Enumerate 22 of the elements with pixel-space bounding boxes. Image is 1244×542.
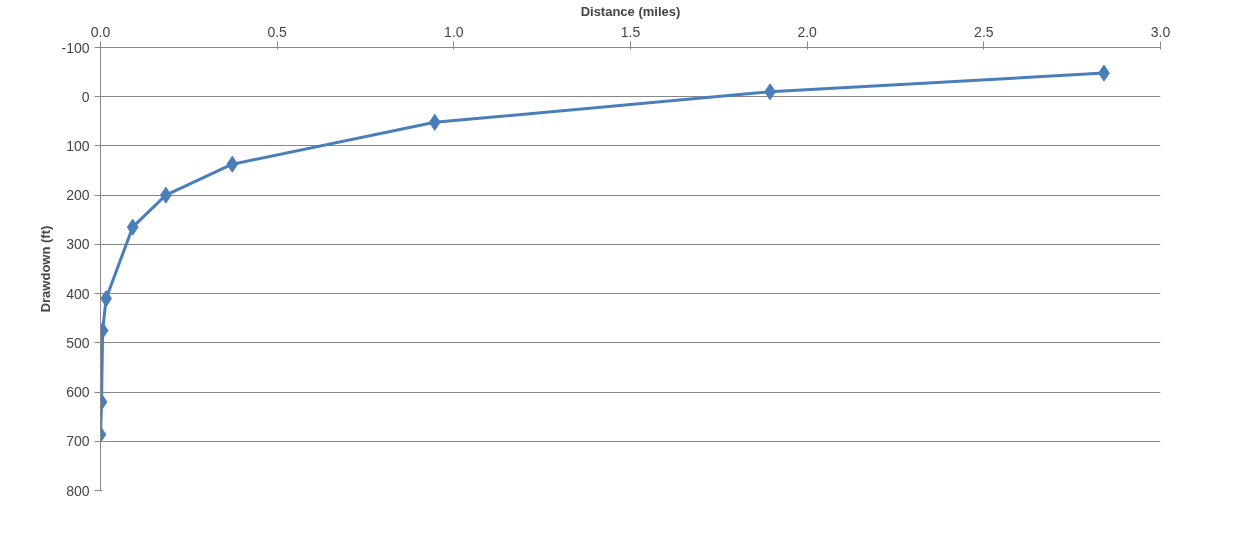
y-tick-label: 300 [66, 236, 90, 253]
x-tick-label: 2.0 [797, 23, 818, 40]
x-axis-title: Distance (miles) [580, 3, 681, 19]
x-tick-label: 0.0 [90, 23, 111, 40]
y-tick-label: -100 [61, 39, 90, 56]
point [126, 218, 139, 236]
x-tick-label: 1.5 [620, 23, 641, 40]
y-tick-label: 500 [66, 334, 90, 351]
y-tick-label: 700 [66, 433, 90, 450]
y-tick-label: 200 [66, 187, 90, 204]
y-tick-label: 400 [66, 285, 90, 302]
point [226, 155, 239, 173]
point [428, 113, 441, 131]
y-axis-title: Drawdown (ft) [38, 225, 54, 313]
x-tick-label: 0.5 [267, 23, 288, 40]
x-tick-label: 3.0 [1150, 23, 1171, 40]
x-tick-label: 2.5 [974, 23, 994, 40]
y-tick-label: 800 [66, 482, 90, 499]
y-tick-label: 600 [66, 384, 90, 401]
y-tick-label: 0 [81, 88, 90, 105]
y-tick-label: 100 [66, 137, 90, 154]
x-tick-label: 1.0 [444, 23, 464, 40]
